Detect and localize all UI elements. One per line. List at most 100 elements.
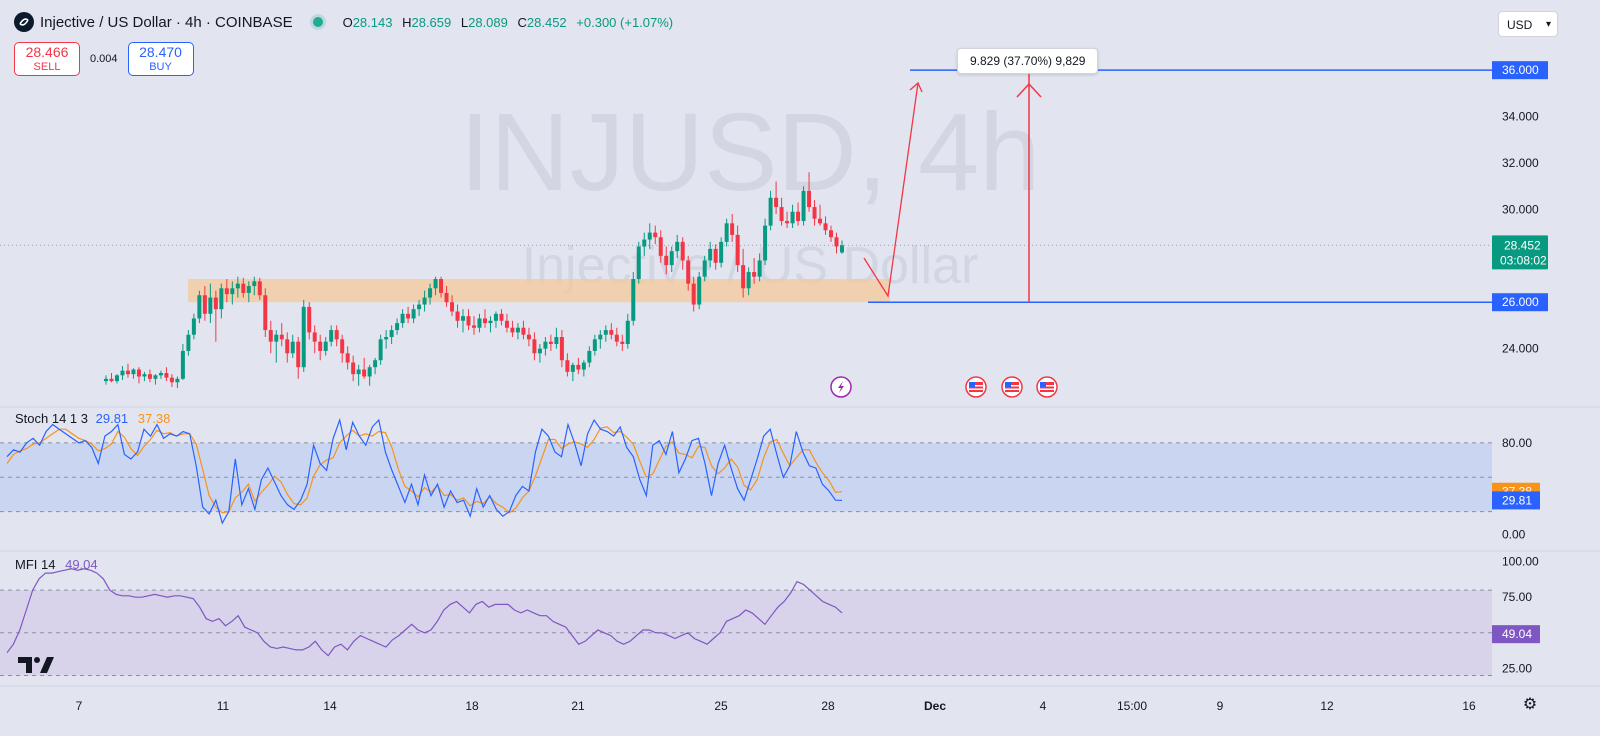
symbol-title[interactable]: Injective / US Dollar · 4h · COINBASE <box>40 13 293 31</box>
candle-up <box>389 325 394 344</box>
candle-up <box>197 290 202 324</box>
candle-down <box>318 334 323 361</box>
time-tick-label: 11 <box>217 699 230 713</box>
candle-body <box>686 260 691 284</box>
candle-down <box>730 214 735 242</box>
candle-body <box>724 223 729 242</box>
candle-body <box>521 327 526 335</box>
candle-up <box>246 281 251 303</box>
measure-label[interactable]: 9.829 (37.70%) 9,829 <box>957 48 1099 74</box>
candle-body <box>285 339 290 354</box>
candle-body <box>246 285 251 293</box>
candle-body <box>543 341 548 349</box>
candle-body <box>818 218 823 224</box>
candle-up <box>323 337 328 356</box>
flag-stripe-white <box>1005 388 1019 390</box>
candle-body <box>548 341 553 344</box>
flag-stripes <box>1005 382 1019 392</box>
candle-body <box>323 341 328 351</box>
stoch-k-badge-text: 29.81 <box>1502 493 1532 507</box>
candle-body <box>197 295 202 319</box>
candle-body <box>625 320 630 344</box>
us-flag-event-icon[interactable] <box>1036 376 1058 398</box>
candle-body <box>741 265 746 289</box>
candle-up <box>367 364 372 386</box>
low-key: L <box>460 14 469 30</box>
flag-stripes <box>969 382 983 392</box>
candle-down <box>482 309 487 328</box>
sell-button[interactable]: 28.466 SELL <box>14 42 80 76</box>
candle-body <box>526 334 531 340</box>
candle-body <box>439 279 444 293</box>
candle-up <box>746 267 751 296</box>
candle-body <box>472 325 476 328</box>
candle-up <box>592 334 597 356</box>
tradingview-logo-icon[interactable] <box>18 655 54 680</box>
candle-down <box>257 277 262 300</box>
candle-up <box>433 276 438 296</box>
candle-down <box>713 244 718 270</box>
candle-body <box>114 375 119 382</box>
flag-stripe-white <box>1040 388 1054 390</box>
candle-body <box>351 362 356 375</box>
candle-body <box>356 369 361 375</box>
time-tick-label: Dec <box>924 699 946 713</box>
candle-body <box>812 207 817 219</box>
candle-up <box>697 272 702 310</box>
level-price-badge <box>1492 293 1548 312</box>
candle-body <box>202 295 207 314</box>
time-tick-label: 25 <box>714 699 728 713</box>
mfi-badge <box>1492 625 1540 644</box>
candle-body <box>598 334 603 340</box>
currency-select[interactable]: USD ▾ <box>1498 11 1558 37</box>
candle-body <box>834 237 839 247</box>
candle-up <box>477 313 482 333</box>
candle-up <box>428 283 433 305</box>
candle-down <box>834 232 839 254</box>
candle-body <box>433 279 438 289</box>
candle-up <box>763 218 768 266</box>
candle-up <box>290 334 295 358</box>
buy-button[interactable]: 28.470 BUY <box>127 42 194 76</box>
candle-body <box>301 306 306 368</box>
candle-up <box>515 323 520 340</box>
time-tick-label: 9 <box>1217 699 1224 713</box>
candle-down <box>691 276 696 312</box>
candle-down <box>268 320 273 354</box>
candle-up <box>191 313 196 340</box>
candle-body <box>559 337 564 361</box>
candle-body <box>307 306 312 333</box>
candle-up <box>422 290 427 312</box>
buy-price: 28.470 <box>139 44 182 60</box>
candle-down <box>504 313 509 333</box>
us-flag-event-icon[interactable] <box>965 376 987 398</box>
candle-up <box>120 366 125 380</box>
candle-down <box>125 363 130 378</box>
gear-icon[interactable]: ⚙ <box>1522 696 1538 713</box>
stoch-tick-label: 0.00 <box>1502 528 1526 542</box>
candle-body <box>378 339 383 361</box>
candle-body <box>488 320 493 324</box>
mfi-legend[interactable]: MFI 14 49.04 <box>15 557 98 572</box>
lightning-event-icon[interactable] <box>830 376 852 398</box>
candle-body <box>515 327 520 333</box>
mfi-tick-label: 100.00 <box>1502 555 1539 569</box>
us-flag-event-icon[interactable] <box>1001 376 1023 398</box>
candle-body <box>384 337 389 340</box>
candle-up <box>114 374 119 384</box>
candle-down <box>362 357 367 379</box>
candle-body <box>400 313 405 324</box>
time-tick-label: 21 <box>571 699 585 713</box>
candle-down <box>653 225 658 245</box>
candle-body <box>631 279 636 321</box>
level-price-badge-text: 26.000 <box>1502 295 1539 309</box>
stoch-legend[interactable]: Stoch 14 1 3 29.81 37.38 <box>15 411 170 426</box>
candle-up <box>598 330 603 349</box>
candle-body <box>713 248 718 263</box>
close-value: 28.452 <box>526 14 567 30</box>
candle-body <box>158 372 163 376</box>
candle-body <box>790 211 795 224</box>
stoch-k-line <box>6 417 843 525</box>
candle-body <box>587 350 592 363</box>
